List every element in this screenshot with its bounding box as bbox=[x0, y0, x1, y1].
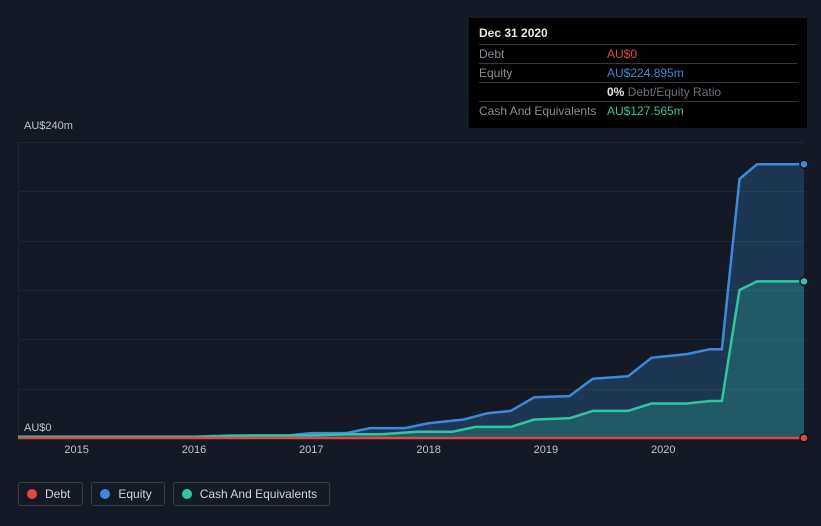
tooltip-label: Equity bbox=[479, 66, 607, 80]
x-axis-tick: 2016 bbox=[182, 444, 206, 456]
debt-equity-chart[interactable]: AU$240m AU$0 201520162017201820192020 bbox=[18, 120, 804, 440]
swatch-debt bbox=[27, 489, 37, 499]
series-marker-cash bbox=[800, 277, 808, 285]
ratio-percent: 0% bbox=[607, 85, 624, 99]
chart-tooltip: Dec 31 2020 Debt AU$0 Equity AU$224.895m… bbox=[469, 18, 807, 128]
series-fill-equity bbox=[18, 164, 804, 438]
x-axis-tick: 2019 bbox=[534, 444, 558, 456]
legend-label: Cash And Equivalents bbox=[200, 487, 317, 501]
x-axis-tick: 2018 bbox=[416, 444, 440, 456]
tooltip-row-ratio: 0% Debt/Equity Ratio bbox=[479, 82, 797, 101]
chart-series-svg bbox=[18, 142, 804, 438]
tooltip-row-cash: Cash And Equivalents AU$127.565m bbox=[479, 101, 797, 120]
swatch-cash bbox=[182, 489, 192, 499]
tooltip-label bbox=[479, 85, 607, 99]
legend-label: Debt bbox=[45, 487, 70, 501]
tooltip-value: AU$0 bbox=[607, 47, 637, 61]
legend-item-debt[interactable]: Debt bbox=[18, 482, 83, 506]
tooltip-value: AU$224.895m bbox=[607, 66, 684, 80]
tooltip-date: Dec 31 2020 bbox=[479, 24, 797, 44]
tooltip-label: Cash And Equivalents bbox=[479, 104, 607, 118]
ratio-text: Debt/Equity Ratio bbox=[624, 85, 721, 99]
x-axis-tick: 2015 bbox=[64, 444, 88, 456]
x-axis-tick: 2020 bbox=[651, 444, 675, 456]
tooltip-value: 0% Debt/Equity Ratio bbox=[607, 85, 721, 99]
legend-item-equity[interactable]: Equity bbox=[91, 482, 164, 506]
tooltip-row-equity: Equity AU$224.895m bbox=[479, 63, 797, 82]
x-axis-tick: 2017 bbox=[299, 444, 323, 456]
series-marker-debt bbox=[800, 434, 808, 442]
tooltip-value: AU$127.565m bbox=[607, 104, 684, 118]
y-axis-max-label: AU$240m bbox=[24, 120, 73, 132]
tooltip-label: Debt bbox=[479, 47, 607, 61]
swatch-equity bbox=[100, 489, 110, 499]
chart-legend: Debt Equity Cash And Equivalents bbox=[18, 482, 330, 506]
tooltip-row-debt: Debt AU$0 bbox=[479, 44, 797, 63]
legend-item-cash[interactable]: Cash And Equivalents bbox=[173, 482, 330, 506]
y-axis-min-label: AU$0 bbox=[24, 422, 52, 434]
legend-label: Equity bbox=[118, 487, 151, 501]
series-marker-equity bbox=[800, 160, 808, 168]
